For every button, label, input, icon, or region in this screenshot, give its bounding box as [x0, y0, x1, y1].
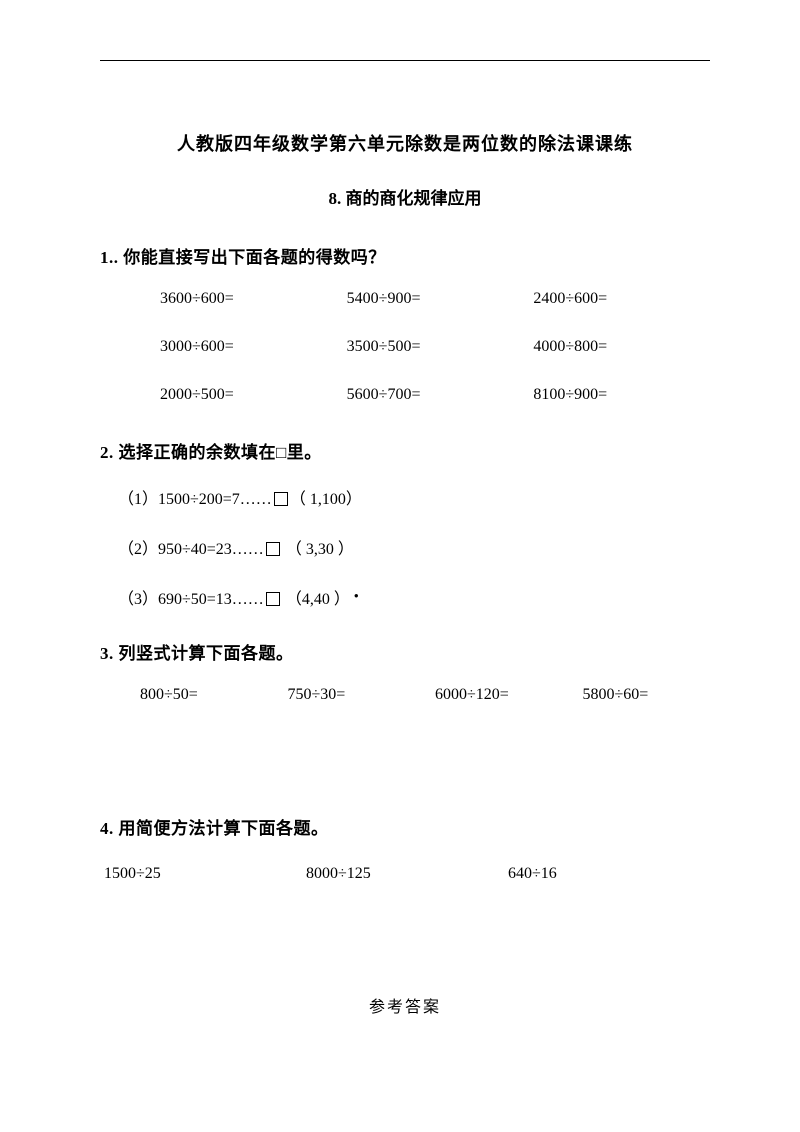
- annotation-dot-icon: ●: [354, 591, 359, 600]
- q2-pre: （3）690÷50=13……: [118, 591, 264, 608]
- blank-box-icon: [266, 592, 280, 606]
- blank-box-icon: [266, 542, 280, 556]
- q1-heading: 1.. 你能直接写出下面各题的得数吗？: [100, 243, 710, 268]
- q3-cell: 5800÷60=: [583, 686, 711, 704]
- q2-opts: （ 3,30 ）: [282, 541, 354, 558]
- q1-cell: 5400÷900=: [347, 290, 504, 308]
- worksheet-page: 人教版四年级数学第六单元除数是两位数的除法课课练 8. 商的商化规律应用 1..…: [0, 0, 800, 1132]
- q1-cell: 4000÷800=: [533, 338, 690, 356]
- q2-item: （3）690÷50=13…… （4,40 ） ●: [118, 585, 710, 609]
- q1-cell: 3500÷500=: [347, 338, 504, 356]
- q1-grid: 3600÷600= 5400÷900= 2400÷600= 3000÷600= …: [100, 290, 710, 404]
- q1-cell: 3000÷600=: [160, 338, 317, 356]
- q4-cell: 1500÷25: [104, 865, 306, 883]
- q4-cell: 640÷16: [508, 865, 710, 883]
- q3-cell: 750÷30=: [288, 686, 416, 704]
- q2-opts: （ 1,100）: [290, 491, 362, 508]
- page-subtitle: 8. 商的商化规律应用: [100, 184, 710, 209]
- top-rule: [100, 60, 710, 61]
- q1-cell: 3600÷600=: [160, 290, 317, 308]
- q3-heading: 3. 列竖式计算下面各题。: [100, 639, 710, 664]
- q2-opts: （4,40 ）: [282, 591, 350, 608]
- q1-cell: 8100÷900=: [533, 386, 690, 404]
- q2-pre: （1）1500÷200=7……: [118, 491, 272, 508]
- answers-title: 参考答案: [100, 993, 710, 1017]
- q1-cell: 2400÷600=: [533, 290, 690, 308]
- q2-heading: 2. 选择正确的余数填在□里。: [100, 438, 710, 463]
- q1-cell: 5600÷700=: [347, 386, 504, 404]
- q2-list: （1）1500÷200=7…… （ 1,100） （2）950÷40=23…… （…: [100, 485, 710, 609]
- q3-cell: 6000÷120=: [435, 686, 563, 704]
- content-area: 人教版四年级数学第六单元除数是两位数的除法课课练 8. 商的商化规律应用 1..…: [100, 60, 710, 1017]
- q4-row: 1500÷25 8000÷125 640÷16: [100, 865, 710, 883]
- q3-row: 800÷50= 750÷30= 6000÷120= 5800÷60=: [100, 686, 710, 704]
- q2-item: （2）950÷40=23…… （ 3,30 ）: [118, 535, 710, 559]
- q1-cell: 2000÷500=: [160, 386, 317, 404]
- q2-item: （1）1500÷200=7…… （ 1,100）: [118, 485, 710, 509]
- q2-pre: （2）950÷40=23……: [118, 541, 264, 558]
- q3-cell: 800÷50=: [140, 686, 268, 704]
- page-title: 人教版四年级数学第六单元除数是两位数的除法课课练: [100, 130, 710, 156]
- blank-box-icon: [274, 492, 288, 506]
- q4-heading: 4. 用简便方法计算下面各题。: [100, 814, 710, 839]
- q4-cell: 8000÷125: [306, 865, 508, 883]
